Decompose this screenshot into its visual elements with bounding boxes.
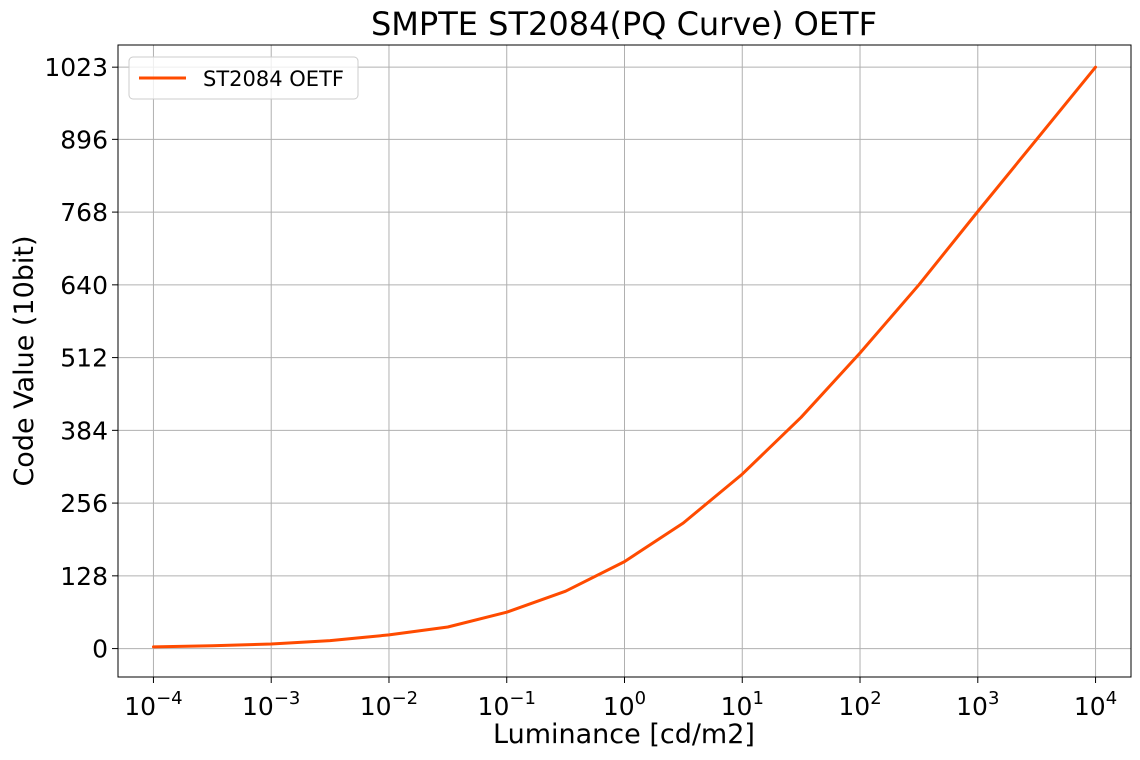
data-point [328,639,332,642]
data-point [623,560,626,563]
data-point [799,416,803,419]
legend-label: ST2084 OETF [203,67,344,91]
x-axis-ticks: 10−4 10−3 10−2 10−1 100 101 102 103 104 [124,677,1117,721]
y-tick-label: 768 [60,198,108,227]
data-point [976,210,979,213]
x-tick-label: 10−2 [360,688,418,721]
y-tick-label: 640 [60,271,108,300]
chart-title: SMPTE ST2084(PQ Curve) OETF [371,5,877,43]
y-tick-label: 128 [60,562,108,591]
x-tick-label: 101 [721,688,764,721]
data-point [505,611,508,614]
data-point [682,521,685,525]
y-tick-label: 1023 [44,53,108,82]
y-tick-label: 384 [60,416,108,445]
data-point [1094,65,1097,69]
y-tick-label: 896 [60,125,108,154]
y-tick-label: 0 [92,635,108,664]
x-tick-label: 10−1 [478,688,536,721]
data-point [446,625,450,629]
data-point [387,633,391,637]
y-tick-label: 256 [60,489,108,518]
x-tick-label: 100 [603,688,646,721]
data-point [211,644,214,647]
y-axis-ticks: 0 128 256 384 512 640 768 896 1023 [44,53,118,664]
data-point [917,283,921,287]
data-point [270,642,273,646]
data-point [741,472,744,476]
x-tick-label: 10−3 [242,688,300,721]
series-layer [152,65,1097,649]
y-axis-label: Code Value (10bit) [9,235,40,486]
x-tick-label: 102 [838,688,881,721]
data-point [858,351,862,355]
x-tick-label: 104 [1074,688,1117,721]
legend: ST2084 OETF [128,56,359,100]
data-point [1035,138,1038,141]
y-tick-label: 512 [60,344,108,373]
x-tick-label: 10−4 [124,688,182,721]
grid-lines [118,45,1131,677]
data-point [152,645,155,649]
x-tick-label: 103 [956,688,999,721]
x-axis-label: Luminance [cd/m2] [493,719,755,750]
legend-box [128,56,359,100]
data-point [564,589,567,593]
